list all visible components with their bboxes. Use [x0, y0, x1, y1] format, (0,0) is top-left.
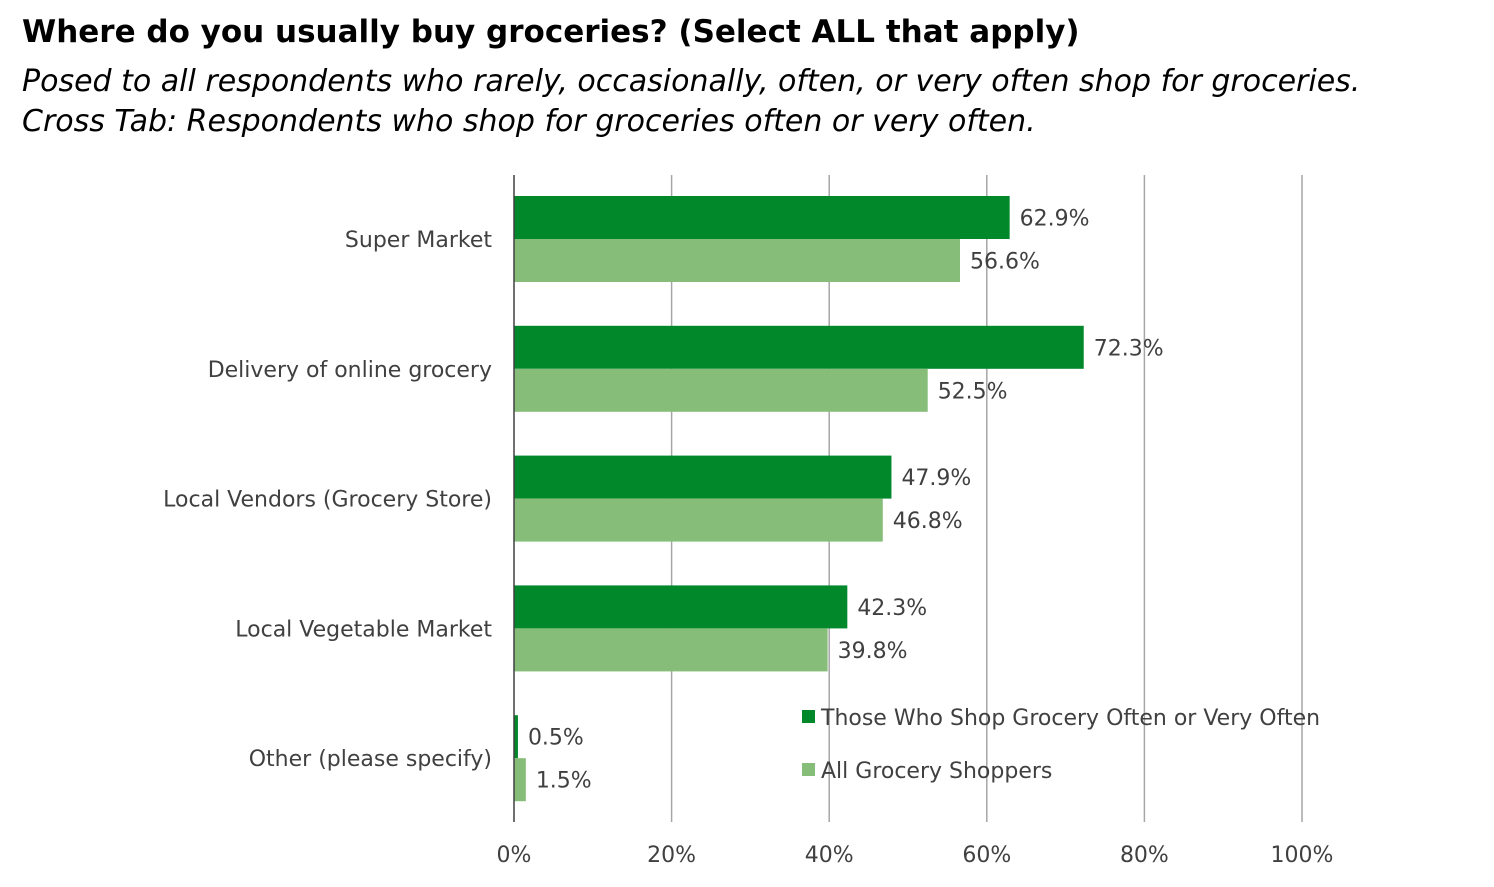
category-label: Local Vegetable Market [235, 617, 492, 642]
x-tick-label: 0% [497, 843, 532, 868]
bar [514, 325, 1084, 369]
x-tick-label: 60% [962, 843, 1011, 868]
category-label: Local Vendors (Grocery Store) [163, 488, 492, 513]
bar [514, 368, 928, 412]
category-label: Delivery of online grocery [208, 358, 492, 383]
data-label: 0.5% [528, 726, 584, 751]
legend-swatch [802, 710, 815, 723]
bar [514, 455, 892, 499]
x-tick-label: 100% [1271, 843, 1334, 868]
data-label: 47.9% [901, 466, 971, 491]
x-tick-label: 20% [647, 843, 696, 868]
bar [514, 498, 883, 542]
data-label: 46.8% [893, 509, 963, 534]
bar [514, 628, 828, 672]
bar [514, 239, 961, 282]
chart-title: Where do you usually buy groceries? (Sel… [22, 14, 1080, 50]
bar [514, 585, 848, 629]
x-tick-label: 80% [1120, 843, 1169, 868]
data-label: 39.8% [838, 639, 908, 664]
data-label: 1.5% [536, 769, 592, 794]
chart-subtitle-line-1: Posed to all respondents who rarely, occ… [22, 64, 1361, 99]
bar [514, 715, 518, 759]
legend-label: All Grocery Shoppers [821, 759, 1052, 784]
legend-swatch [802, 763, 815, 776]
category-label: Super Market [345, 228, 492, 253]
data-label: 42.3% [857, 596, 927, 621]
category-label: Other (please specify) [249, 747, 492, 772]
data-label: 62.9% [1020, 207, 1090, 232]
data-label: 52.5% [938, 379, 1008, 404]
data-label: 72.3% [1094, 336, 1164, 361]
chart-subtitle-line-2: Cross Tab: Respondents who shop for groc… [22, 104, 1036, 139]
legend-label: Those Who Shop Grocery Often or Very Oft… [820, 706, 1320, 731]
bar [514, 196, 1010, 239]
data-label: 56.6% [970, 250, 1040, 275]
x-tick-label: 40% [805, 843, 854, 868]
bar [514, 758, 526, 802]
